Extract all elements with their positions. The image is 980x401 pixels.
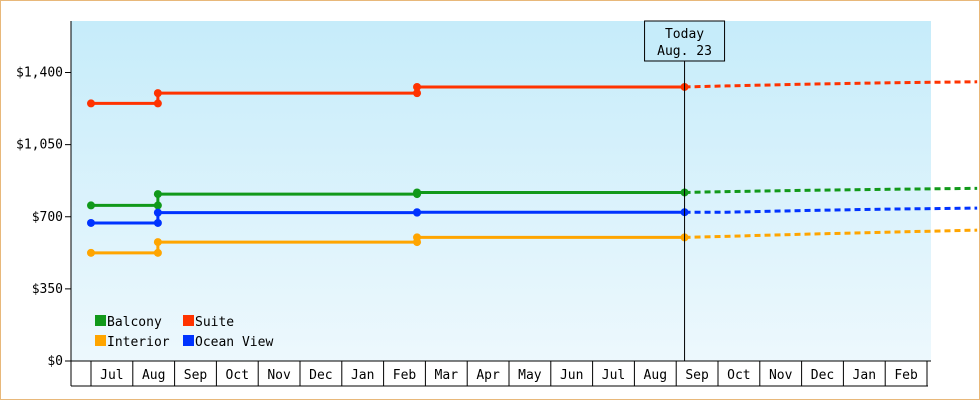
forecast-line [684, 186, 978, 194]
x-tick-label: Aug [142, 368, 165, 383]
x-tick-label: Oct [226, 368, 249, 383]
data-point [87, 99, 95, 108]
forecast-line [684, 206, 978, 214]
axes: $0 $350 $700 $1,050 $1,400 Jul Aug Sep Oct Nov Dec… [16, 21, 931, 387]
x-tick-label: Nov [267, 368, 291, 383]
x-tick-label: Dec [309, 368, 332, 383]
y-tick-label: $1,400 [16, 66, 63, 81]
x-tick-label: Feb [393, 368, 417, 383]
series-line [91, 190, 685, 207]
x-tick-label: May [518, 368, 542, 383]
data-point [153, 89, 162, 98]
data-point [413, 233, 422, 242]
y-tick-label: $700 [32, 210, 63, 225]
x-tick-label: Sep [184, 368, 208, 383]
x-tick-label: Jul [100, 368, 123, 383]
legend-label: Interior [107, 335, 170, 350]
forecast-line [684, 80, 978, 89]
today-marker: Today Aug. 23 [644, 20, 726, 361]
legend-swatch [95, 315, 106, 326]
x-tick-label: Feb [894, 368, 918, 383]
data-point [87, 201, 95, 210]
data-point [153, 248, 162, 257]
forecast-line [684, 228, 978, 239]
series-group [87, 80, 978, 257]
y-tick-label: $350 [32, 282, 63, 297]
x-tick-label: Jan [853, 368, 876, 383]
x-tick-label: Jul [602, 368, 625, 383]
data-point [153, 190, 162, 199]
x-tick-label: Oct [727, 368, 750, 383]
legend-label: Suite [195, 315, 234, 330]
x-tick-label: Jun [560, 368, 583, 383]
data-point [413, 82, 422, 91]
today-date: Aug. 23 [657, 44, 712, 59]
data-point [153, 238, 162, 247]
legend-swatch [183, 315, 194, 326]
today-box [644, 20, 726, 62]
series-line [91, 210, 685, 225]
data-point [153, 99, 162, 108]
series-line [91, 85, 685, 105]
legend-swatch [183, 335, 194, 346]
data-point [153, 201, 162, 210]
legend: Balcony Suite Interior Ocean View [95, 315, 273, 350]
data-point [413, 188, 422, 197]
x-tick-label: Apr [476, 368, 500, 383]
today-label: Today [665, 27, 704, 42]
legend-label: Ocean View [195, 335, 273, 350]
legend-swatch [95, 335, 106, 346]
x-tick-label: Jan [351, 368, 374, 383]
x-tick-label: Nov [769, 368, 793, 383]
data-point [153, 218, 162, 227]
data-point [87, 248, 95, 257]
y-tick-label: $0 [47, 354, 63, 369]
legend-label: Balcony [107, 315, 162, 330]
x-tick-label: Dec [811, 368, 834, 383]
y-tick-label: $1,050 [16, 138, 63, 153]
x-tick-label: Aug [644, 368, 667, 383]
data-point [153, 208, 162, 217]
data-point [413, 208, 422, 217]
x-tick-label: Mar [435, 368, 459, 383]
data-point [413, 89, 422, 98]
series-line [91, 235, 685, 255]
data-point [87, 218, 95, 227]
x-tick-label: Sep [685, 368, 709, 383]
